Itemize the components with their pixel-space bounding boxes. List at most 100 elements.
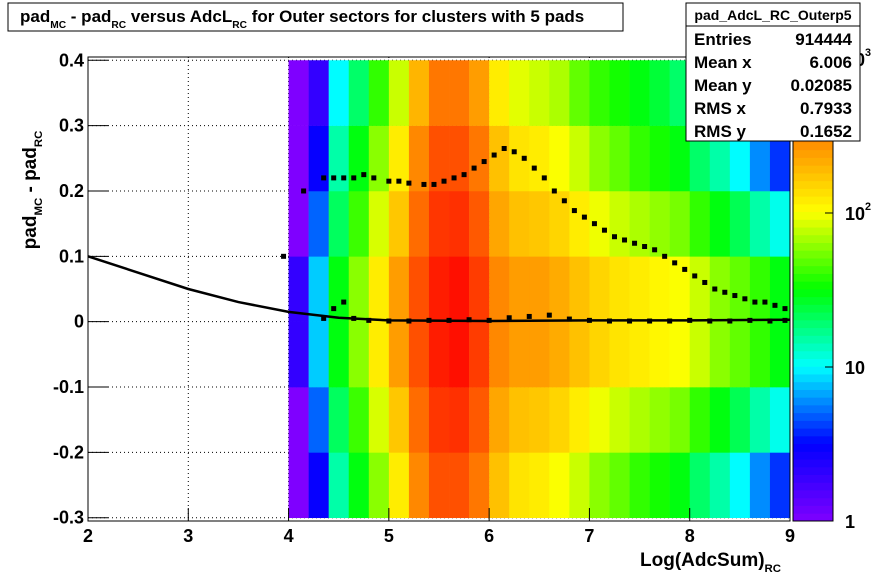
- heat-cell: [368, 60, 390, 126]
- heat-cell: [328, 387, 350, 453]
- text-part: pad: [20, 7, 50, 26]
- x-tick-label: 2: [83, 526, 93, 546]
- heat-cell: [629, 190, 650, 257]
- profile-point: [531, 165, 537, 171]
- palette-band: [793, 157, 833, 166]
- heat-cell: [549, 125, 570, 192]
- heat-cell: [449, 321, 470, 388]
- z-tick-exponent: 2: [865, 201, 871, 213]
- heat-cell: [549, 321, 570, 388]
- heat-cell: [609, 256, 630, 322]
- profile-point: [652, 247, 658, 253]
- palette-band: [793, 165, 833, 174]
- profile-point: [506, 315, 512, 321]
- z-tick-base: 1: [845, 512, 855, 532]
- y-tick-label: 0: [74, 312, 84, 332]
- heat-cell: [729, 256, 751, 322]
- y-tick-label: -0.3: [53, 508, 84, 528]
- heat-cell: [489, 321, 510, 388]
- palette-band: [793, 173, 833, 182]
- profile-point: [642, 244, 648, 250]
- heat-cell: [729, 387, 751, 453]
- heat-cell: [288, 387, 309, 453]
- heat-cell: [669, 60, 691, 126]
- profile-point: [321, 175, 327, 181]
- palette-band: [793, 319, 833, 329]
- profile-point: [571, 208, 577, 214]
- heat-cell: [749, 321, 771, 388]
- palette-band: [793, 258, 833, 267]
- heat-cell: [729, 190, 751, 257]
- heat-cell: [288, 321, 309, 388]
- stats-value: 914444: [795, 30, 852, 49]
- heat-cell: [649, 256, 670, 322]
- y-tick-label: 0.4: [59, 50, 84, 70]
- palette-band: [793, 335, 833, 344]
- profile-point: [772, 302, 778, 308]
- y-tick-label: 0.1: [59, 246, 84, 266]
- profile-point: [612, 234, 617, 240]
- profile-point: [672, 260, 678, 266]
- heat-cell: [569, 452, 590, 519]
- profile-point: [662, 253, 668, 259]
- profile-point: [361, 172, 367, 178]
- z-tick-label: 1: [845, 512, 855, 532]
- heat-cell: [469, 387, 490, 453]
- palette-band: [793, 250, 833, 259]
- heat-cell: [308, 321, 329, 388]
- palette-band: [793, 412, 833, 421]
- profile-point: [451, 175, 457, 181]
- heat-cell: [529, 60, 550, 126]
- profile-point: [421, 181, 427, 187]
- heat-cell: [428, 452, 450, 519]
- palette-band: [793, 180, 833, 189]
- profile-point: [682, 266, 688, 272]
- heat-cell: [308, 256, 329, 322]
- heat-cell: [569, 190, 590, 257]
- profile-point: [722, 289, 728, 295]
- heat-cell: [489, 125, 510, 192]
- heat-cell: [649, 60, 670, 126]
- heat-cell: [609, 60, 630, 126]
- heat-cell: [549, 256, 570, 322]
- palette-band: [793, 149, 833, 158]
- profile-point: [371, 175, 377, 181]
- palette-band: [793, 234, 833, 243]
- palette-band: [793, 296, 833, 305]
- palette-band: [793, 482, 833, 491]
- stats-label: Mean x: [694, 53, 752, 72]
- heat-cell: [489, 452, 510, 519]
- heat-cell: [308, 125, 329, 192]
- heat-cell: [428, 256, 450, 322]
- heat-cell: [669, 452, 691, 519]
- heat-cell: [649, 452, 670, 519]
- heat-cell: [308, 452, 329, 519]
- heat-cell: [408, 387, 430, 453]
- heat-cell: [348, 387, 370, 453]
- stats-value: 6.006: [809, 53, 852, 72]
- heat-cell: [288, 256, 309, 322]
- heat-cell: [509, 256, 530, 322]
- heat-cell: [549, 190, 570, 257]
- heat-cell: [368, 190, 390, 257]
- heat-cell: [529, 125, 550, 192]
- palette-band: [793, 451, 833, 460]
- profile-point: [441, 178, 447, 184]
- heat-cell: [569, 60, 590, 126]
- palette-band: [793, 405, 833, 414]
- profile-point: [702, 279, 708, 285]
- stats-label: RMS y: [694, 122, 747, 141]
- palette-band: [793, 497, 833, 506]
- z-tick-label: 10: [845, 358, 865, 378]
- heat-cell: [428, 387, 450, 453]
- profile-point: [591, 221, 597, 227]
- heat-cell: [509, 452, 530, 519]
- heat-cell: [328, 256, 350, 322]
- heat-cell: [469, 125, 490, 192]
- heat-cell: [368, 321, 390, 388]
- heat-cell: [689, 452, 711, 519]
- heat-cell: [449, 256, 470, 322]
- heat-cell: [388, 190, 410, 257]
- palette-band: [793, 381, 833, 390]
- profile-point: [386, 178, 392, 184]
